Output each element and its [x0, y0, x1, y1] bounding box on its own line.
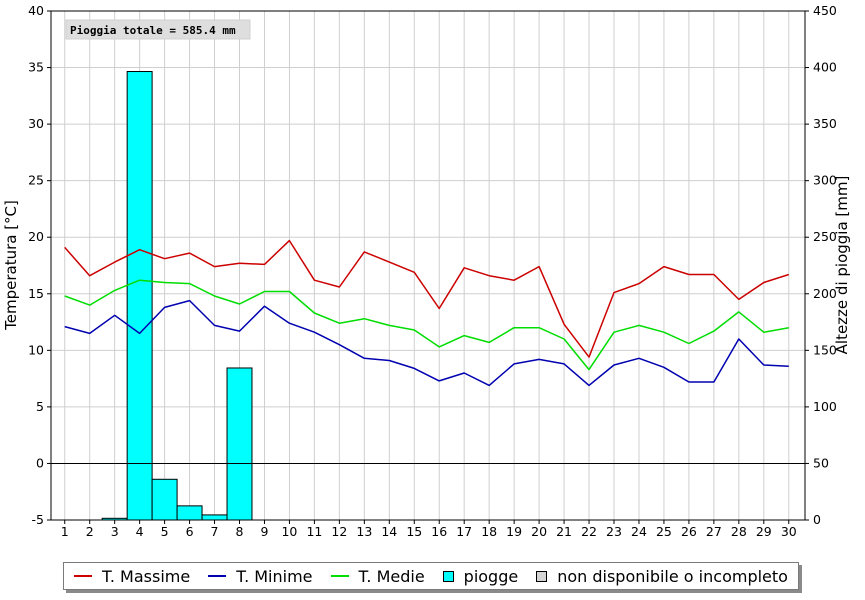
- y-left-tick-label: 35: [28, 60, 44, 75]
- x-tick-label: 21: [556, 524, 572, 539]
- x-tick-label: 7: [211, 524, 219, 539]
- x-tick-label: 30: [781, 524, 797, 539]
- y-right-tick-label: 350: [813, 116, 837, 131]
- y-right-tick-label: 400: [813, 60, 837, 75]
- y-right-ticks: 0 50 100 150 200 250 300 350 400 450: [805, 3, 837, 527]
- x-tick-label: 20: [531, 524, 547, 539]
- series-line-t-minime: [64, 299, 789, 387]
- legend-item: non disponibile o incompleto: [536, 567, 788, 586]
- y-right-tick-label: 300: [813, 173, 837, 188]
- x-tick-label: 12: [331, 524, 347, 539]
- y-right-tick-label: 150: [813, 342, 837, 357]
- x-tick-label: 25: [656, 524, 672, 539]
- annotation-text: Pioggia totale = 585.4 mm: [70, 24, 236, 37]
- x-tick-label: 3: [111, 524, 119, 539]
- y-right-tick-label: 450: [813, 3, 837, 18]
- x-tick-label: 29: [756, 524, 772, 539]
- x-tick-label: 19: [506, 524, 522, 539]
- x-tick-label: 6: [186, 524, 194, 539]
- y-right-tick-label: 50: [813, 455, 829, 470]
- x-tick-label: 14: [381, 524, 397, 539]
- legend-item: piogge: [442, 566, 519, 586]
- y-right-tick-label: 200: [813, 286, 837, 301]
- y-left-tick-label: -5: [32, 512, 44, 527]
- legend: T. Massime T. Minime T. Medie piogge non dis…: [63, 562, 799, 590]
- y-left-tick-label: 20: [28, 229, 44, 244]
- x-tick-label: 16: [431, 524, 447, 539]
- annotation-box: Pioggia totale = 585.4 mm: [65, 19, 251, 40]
- y-left-tick-label: 15: [28, 286, 44, 301]
- y-left-ticks: -5 0 5 10 15 20 25 30 35 40: [28, 3, 51, 527]
- series-line-t-medie: [64, 279, 789, 371]
- x-tick-label: 13: [356, 524, 372, 539]
- legend-line-swatch: [208, 575, 227, 577]
- x-tick-label: 22: [581, 524, 597, 539]
- y-left-tick-label: 40: [28, 3, 44, 18]
- x-tick-label: 23: [606, 524, 622, 539]
- y-left-tick-label: 30: [28, 116, 44, 131]
- legend-item: T. Massime: [74, 567, 190, 586]
- rain-bar: [126, 71, 153, 521]
- x-tick-label: 17: [456, 524, 472, 539]
- rain-bar: [151, 478, 178, 521]
- legend-box-swatch: [536, 570, 548, 582]
- legend-label: piogge: [463, 566, 519, 586]
- legend-box-swatch: [442, 570, 454, 582]
- x-tick-label: 2: [86, 524, 94, 539]
- y-left-tick-label: 10: [28, 342, 44, 357]
- y-right-tick-label: 100: [813, 399, 837, 414]
- y-right-label: Altezze di pioggia [mm]: [833, 176, 851, 355]
- legend-item: T. Medie: [330, 566, 425, 586]
- series-lines: [64, 239, 790, 387]
- plot-area: [51, 11, 805, 520]
- legend-label: T. Massime: [102, 566, 191, 586]
- y-left-label: Temperatura [°C]: [2, 200, 20, 331]
- y-left-tick-label: 25: [28, 173, 44, 188]
- y-right-tick-label: 0: [813, 512, 821, 527]
- x-tick-label: 24: [631, 524, 647, 539]
- x-tick-label: 11: [306, 524, 322, 539]
- y-right-tick-label: 250: [813, 229, 837, 244]
- legend-item: T. Minime: [208, 566, 313, 586]
- legend-line-swatch: [74, 575, 92, 577]
- legend-label: non disponibile o incompleto: [557, 566, 788, 586]
- series-line-t-massime: [64, 239, 790, 358]
- x-tick-label: 27: [706, 524, 722, 539]
- x-tick-label: 9: [260, 524, 268, 539]
- x-tick-label: 15: [406, 524, 422, 539]
- legend-label: T. Medie: [358, 566, 425, 586]
- x-tick-label: 28: [731, 524, 747, 539]
- x-tick-label: 26: [681, 524, 697, 539]
- legend-line-swatch: [330, 575, 349, 577]
- bars: [101, 71, 253, 521]
- y-left-tick-label: 0: [36, 455, 44, 470]
- x-tick-label: 10: [281, 524, 297, 539]
- legend-label: T. Minime: [236, 566, 313, 586]
- x-tick-label: 1: [61, 524, 69, 539]
- plot-frame: [50, 10, 806, 521]
- rain-bar: [176, 505, 203, 521]
- x-tick-label: 18: [481, 524, 497, 539]
- rain-bar: [201, 514, 228, 521]
- y-left-tick-label: 5: [36, 399, 44, 414]
- x-tick-label: 5: [161, 524, 169, 539]
- x-ticks: 1 2 3 4 5 6 7 8 9 10 11 12 13 14 15 16 17 18 19 20 21 22 23 24 2…: [61, 520, 797, 539]
- x-tick-label: 8: [236, 524, 244, 539]
- x-tick-label: 4: [136, 524, 144, 539]
- rain-bar: [226, 367, 253, 521]
